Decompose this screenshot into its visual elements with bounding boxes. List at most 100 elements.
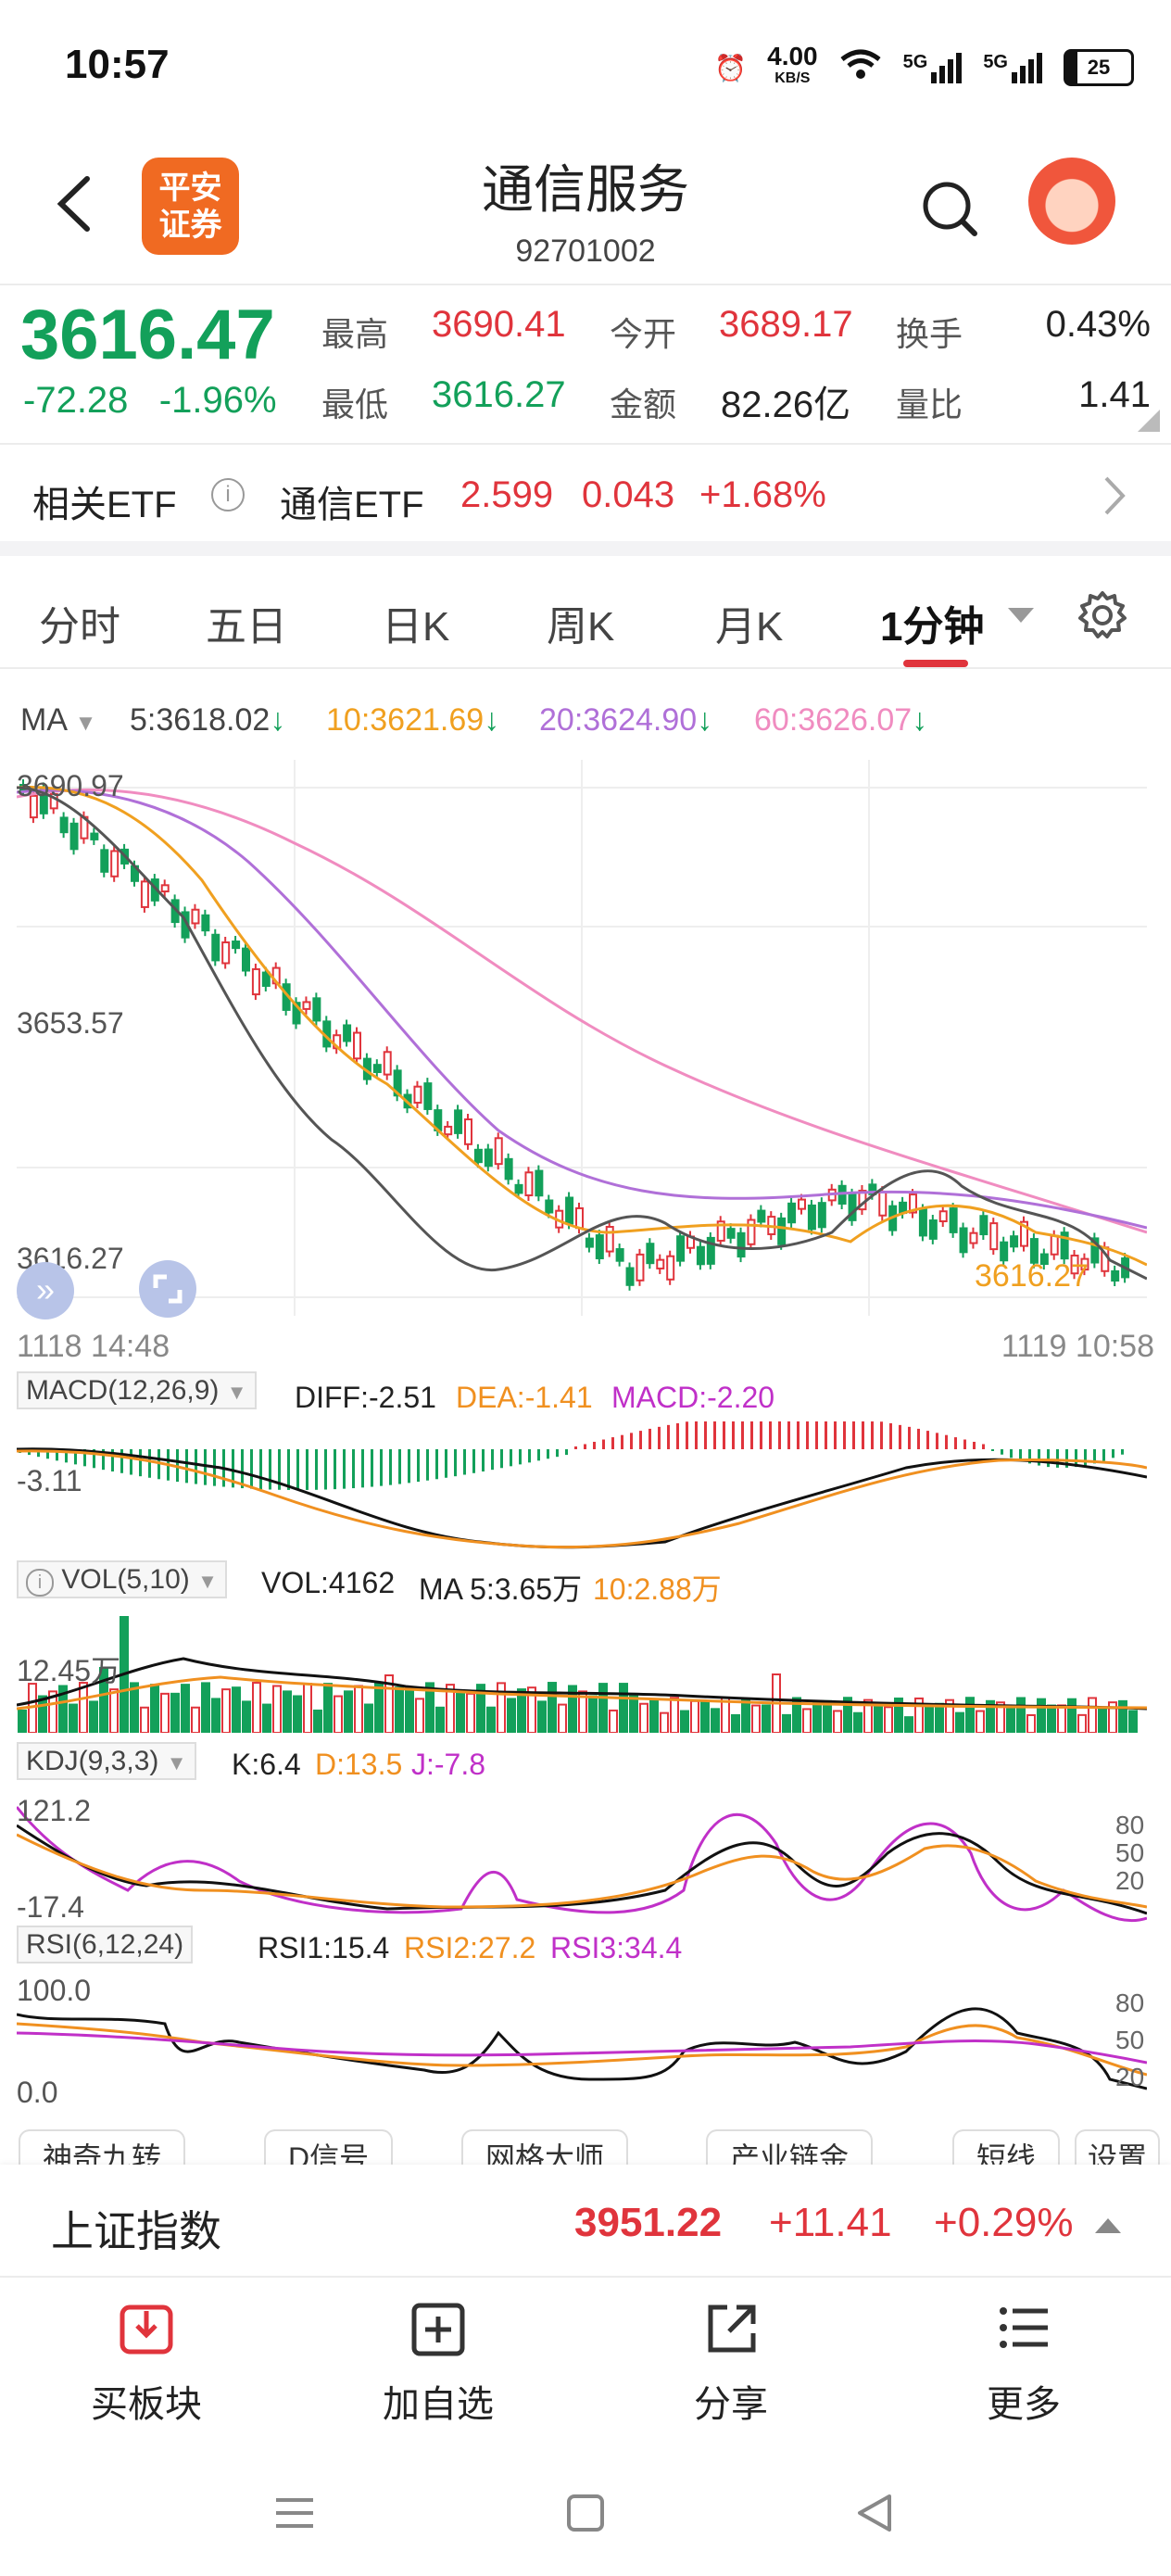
macd-bar [65, 1449, 68, 1463]
macd-axis: -3.11 [17, 1464, 82, 1497]
candle [110, 850, 120, 878]
volume-bar [670, 1697, 679, 1733]
candle [636, 1253, 645, 1282]
more-button[interactable]: 更多 [931, 2298, 1116, 2428]
expand-sidebar-button[interactable]: » [17, 1262, 74, 1320]
candle [969, 1231, 978, 1244]
volume-bar [221, 1688, 231, 1733]
volume-bar [619, 1683, 628, 1733]
volume-bar [976, 1710, 985, 1733]
candle [484, 1148, 493, 1168]
fullscreen-button[interactable] [139, 1260, 196, 1318]
ma-legend[interactable]: MA ▼ [20, 702, 97, 738]
fullscreen-icon [153, 1274, 183, 1304]
ma10-value: 10:3621.69↓ [326, 702, 500, 738]
candle [100, 849, 109, 873]
kdj-level-20: 20 [1115, 1866, 1145, 1895]
share-icon [708, 2305, 756, 2353]
time-start: 1118 14:48 [17, 1329, 170, 1364]
macd-bar [602, 1439, 605, 1449]
volume-bars [18, 1616, 1138, 1733]
volume-bar [79, 1682, 88, 1733]
volume-bar [548, 1682, 557, 1733]
price-change: -72.28 -1.96% [23, 380, 277, 421]
kdj-k: K:6.4 [232, 1748, 301, 1781]
vol-selector[interactable]: i VOL(5,10) ▼ [17, 1560, 227, 1598]
macd-bar [361, 1449, 364, 1488]
macd-bar [556, 1449, 559, 1458]
related-etf-row[interactable]: 相关ETF i 通信ETF 2.599 0.043 +1.68% [0, 445, 1171, 547]
candle [535, 1169, 544, 1197]
macd-bar [593, 1441, 596, 1449]
tab-daily-k[interactable]: 日K [382, 604, 450, 650]
rsi-selector[interactable]: RSI(6,12,24) [17, 1926, 194, 1964]
expand-corner-icon[interactable] [1138, 410, 1160, 432]
kdj-axis-top: 121.2 [17, 1794, 92, 1827]
chevron-down-icon[interactable] [1008, 608, 1034, 626]
tab-five-day[interactable]: 五日 [206, 604, 287, 650]
candle [787, 1202, 797, 1224]
low-label: 最低 [321, 385, 389, 423]
macd-bar [111, 1449, 114, 1471]
time-end: 1119 10:58 [1001, 1329, 1154, 1364]
macd-bar [463, 1449, 466, 1475]
index-ticker[interactable]: 上证指数 3951.22 +11.41 +0.29% [0, 2165, 1171, 2276]
search-icon [923, 182, 977, 236]
candle [737, 1231, 746, 1258]
volume-bar [211, 1698, 220, 1733]
signal-icon: 5G [903, 52, 963, 83]
volume-bar [415, 1698, 424, 1733]
volume-bar [1088, 1697, 1097, 1733]
info-icon[interactable]: i [211, 478, 245, 511]
volume-bar [252, 1682, 261, 1733]
kdj-selector[interactable]: KDJ(9,3,3) ▼ [17, 1742, 196, 1780]
back-nav-icon[interactable] [854, 2493, 895, 2533]
candle [585, 1237, 594, 1248]
macd-bar [528, 1449, 531, 1463]
tab-monthly-k[interactable]: 月K [715, 604, 784, 650]
volume-bar [38, 1695, 47, 1733]
volume-bar [99, 1667, 108, 1733]
back-button[interactable] [46, 171, 102, 236]
macd-bar [491, 1449, 494, 1471]
add-watchlist-button[interactable]: 加自选 [346, 2298, 531, 2428]
candle [1090, 1237, 1100, 1264]
share-button[interactable]: 分享 [638, 2298, 824, 2428]
volume-bar [476, 1684, 485, 1733]
tab-weekly-k[interactable]: 周K [547, 604, 615, 650]
macd-bar [1093, 1449, 1096, 1464]
ratio-value: 1.41 [1078, 374, 1151, 415]
volume-bar [762, 1704, 771, 1733]
index-pct: +0.29% [934, 2200, 1074, 2245]
candle [1080, 1257, 1089, 1271]
buy-sector-button[interactable]: 买板块 [54, 2298, 239, 2428]
volume-bar [446, 1684, 455, 1733]
volume-bar [354, 1685, 363, 1733]
macd-bar [982, 1444, 985, 1449]
broker-logo[interactable]: 平安 证券 [142, 158, 239, 255]
gear-icon[interactable] [1077, 589, 1128, 641]
search-button[interactable] [917, 176, 982, 241]
macd-selector[interactable]: MACD(12,26,9) ▼ [17, 1371, 257, 1409]
open-value: 3689.17 [719, 304, 853, 345]
volume-bar [507, 1698, 516, 1733]
candle [1010, 1235, 1019, 1248]
home-icon[interactable] [565, 2493, 606, 2533]
tab-intraday[interactable]: 分时 [39, 604, 120, 650]
macd-bar [547, 1449, 549, 1459]
assistant-avatar[interactable] [1028, 158, 1115, 245]
macd-bar [769, 1421, 772, 1449]
recent-apps-icon[interactable] [274, 2493, 315, 2533]
volume-bar [109, 1688, 119, 1733]
tab-1min[interactable]: 1分钟 [880, 604, 985, 650]
vol-ma5: MA 5:3.65万 [419, 1572, 583, 1606]
macd-bar [1084, 1449, 1087, 1466]
macd-bar [352, 1449, 355, 1489]
volume-bar [170, 1692, 180, 1733]
candle [504, 1157, 513, 1181]
kline-chart[interactable] [17, 760, 1147, 1316]
macd-bar [510, 1449, 512, 1467]
macd-bar [472, 1449, 475, 1473]
stock-code: 92701002 [515, 234, 656, 269]
volume-bar [191, 1706, 200, 1733]
